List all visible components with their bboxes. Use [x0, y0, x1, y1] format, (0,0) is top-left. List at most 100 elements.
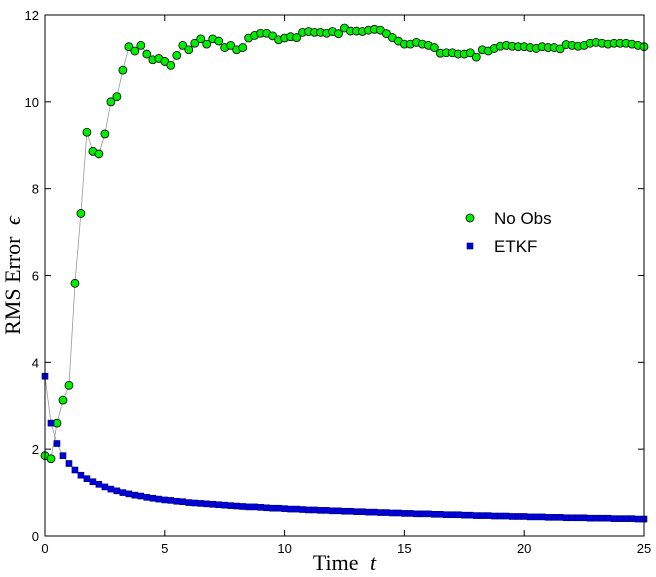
etkf-point — [155, 495, 163, 503]
etkf-point — [179, 498, 187, 506]
no-obs-point — [46, 454, 56, 464]
etkf-point — [269, 504, 276, 512]
etkf-point — [311, 506, 318, 514]
etkf-point — [305, 506, 312, 514]
etkf-point — [131, 491, 139, 499]
etkf-point — [377, 509, 384, 516]
etkf-point — [161, 496, 169, 504]
y-tick-label: 4 — [32, 355, 39, 370]
no-obs-point — [178, 40, 188, 50]
etkf-point — [299, 506, 306, 513]
no-obs-point — [172, 50, 182, 60]
no-obs-point — [555, 44, 565, 54]
etkf-point — [610, 515, 618, 522]
etkf-point — [347, 507, 354, 515]
no-obs-point — [190, 38, 200, 48]
etkf-point — [233, 502, 240, 510]
etkf-point — [287, 505, 294, 513]
etkf-point — [634, 515, 642, 523]
no-obs-point — [142, 49, 152, 59]
x-tick-label: 20 — [517, 541, 531, 556]
no-obs-point — [58, 395, 68, 405]
etkf-point — [59, 452, 67, 459]
etkf-point — [425, 510, 432, 518]
etkf-point — [317, 507, 324, 514]
legend-label: ETKF — [494, 237, 537, 256]
no-obs-point — [226, 40, 236, 50]
etkf-point — [574, 514, 582, 522]
y-tick-label: 8 — [32, 182, 39, 197]
etkf-point — [335, 507, 342, 515]
etkf-point — [455, 511, 462, 519]
x-tick-label: 25 — [637, 541, 651, 556]
no-obs-point — [465, 48, 475, 58]
etkf-point — [245, 503, 252, 511]
y-axis-title-var: ϵ — [0, 215, 25, 225]
etkf-point — [257, 504, 264, 511]
plot-frame — [44, 14, 645, 537]
etkf-point — [562, 514, 570, 522]
etkf-point — [532, 513, 540, 521]
no-obs-point — [118, 65, 128, 75]
etkf-point — [239, 503, 246, 510]
etkf-point — [598, 514, 606, 522]
etkf-point — [65, 460, 73, 467]
etkf-point — [293, 505, 300, 513]
etkf-point — [359, 508, 366, 515]
no-obs-point — [136, 40, 146, 50]
etkf-point — [514, 513, 522, 520]
etkf-point — [113, 487, 121, 495]
etkf-point — [383, 509, 390, 516]
etkf-point — [371, 508, 378, 516]
etkf-point — [275, 504, 282, 512]
legend: No Obs ETKF — [465, 209, 552, 256]
etkf-point — [203, 500, 211, 508]
no-obs-point — [166, 60, 176, 70]
y-tick-label: 12 — [25, 8, 39, 23]
etkf-point — [77, 471, 85, 479]
etkf-point — [167, 497, 175, 504]
etkf-point — [119, 489, 127, 496]
etkf-point — [83, 475, 91, 482]
y-axis-title: RMS Error ϵ — [0, 215, 25, 335]
etkf-point — [125, 490, 133, 498]
y-axis-title-text: RMS Error — [0, 236, 25, 335]
etkf-point — [101, 483, 109, 491]
etkf-point — [107, 485, 115, 493]
x-axis-title-text: Time — [313, 550, 359, 575]
no-obs-point — [76, 209, 86, 218]
x-tick-label: 15 — [397, 541, 411, 556]
no-obs-point — [471, 52, 481, 62]
etkf-point — [401, 510, 408, 517]
no-obs-point — [64, 380, 74, 390]
x-tick-label: 0 — [41, 541, 48, 556]
x-axis-title-var: t — [370, 550, 377, 575]
etkf-point — [137, 492, 145, 500]
etkf-point — [622, 515, 630, 522]
no-obs-point — [106, 97, 116, 107]
etkf-point — [353, 508, 360, 515]
etkf-point — [443, 511, 450, 519]
no-obs-point — [238, 43, 248, 52]
etkf-point — [592, 514, 600, 522]
etkf-point — [550, 514, 558, 521]
etkf-point — [389, 509, 396, 517]
etkf-point — [419, 510, 426, 518]
x-tick-label: 5 — [161, 541, 168, 556]
etkf-point — [431, 510, 438, 518]
no-obs-point — [334, 29, 343, 39]
no-obs-point — [70, 278, 80, 288]
etkf-point — [580, 514, 588, 522]
y-tick-label: 0 — [32, 529, 39, 544]
etkf-point — [323, 507, 330, 514]
etkf-point — [484, 512, 492, 519]
etkf-point — [413, 510, 420, 518]
no-obs-point — [124, 42, 134, 52]
series-line-0 — [44, 27, 645, 460]
etkf-point — [221, 501, 228, 509]
y-tick-label: 10 — [25, 95, 39, 110]
etkf-point — [490, 512, 498, 520]
etkf-point — [449, 511, 456, 519]
plot-marks — [40, 23, 649, 523]
no-obs-point — [202, 39, 212, 49]
